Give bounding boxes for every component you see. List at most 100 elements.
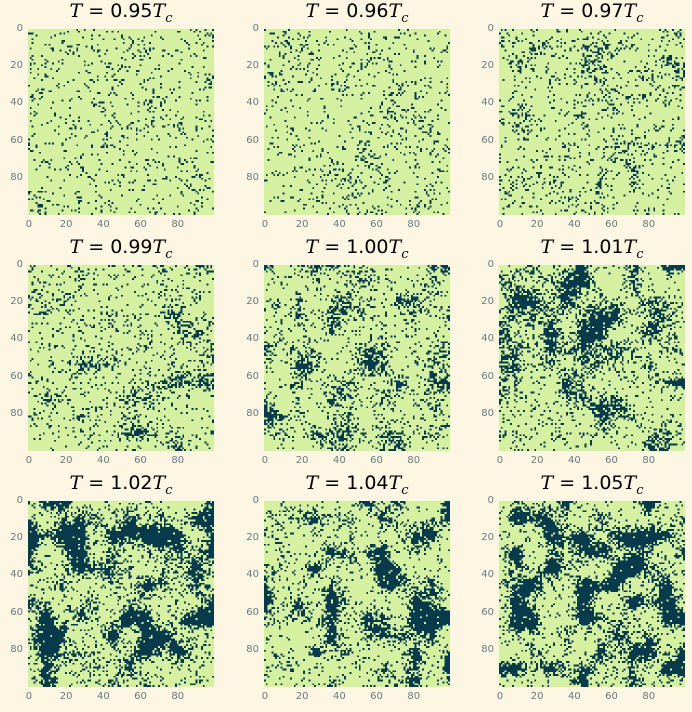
x-tick-label: 20 — [59, 219, 73, 230]
y-tick-label: 20 — [10, 296, 23, 308]
heatmap-panel-6: T = 1.01Tc 0 20 40 60 80 0 20 40 60 80 — [481, 236, 685, 466]
heatmap-panel-9: T = 1.05Tc 0 20 40 60 80 0 20 40 60 80 — [481, 472, 685, 702]
y-tick-label: 60 — [246, 370, 259, 382]
x-tick-label: 0 — [261, 455, 269, 466]
y-tick-label: 40 — [481, 97, 494, 109]
y-tick-label: 0 — [16, 22, 23, 34]
y-tick-label: 0 — [16, 494, 23, 506]
x-tick-label: 40 — [332, 219, 346, 230]
x-tick-label: 60 — [134, 455, 147, 466]
x-tick-label: 60 — [134, 691, 147, 702]
y-tick-label: 0 — [252, 494, 259, 506]
y-tick-label: 0 — [252, 258, 259, 270]
heatmap-cells — [28, 29, 214, 215]
x-tick-label: 0 — [25, 219, 33, 230]
y-tick-label: 0 — [487, 494, 494, 506]
x-tick-label: 40 — [567, 455, 581, 466]
heatmap-panel-3: T = 0.97Tc 0 20 40 60 80 0 20 40 60 80 — [481, 0, 685, 230]
y-tick-label: 20 — [246, 532, 259, 544]
x-tick-label: 0 — [25, 455, 33, 466]
x-tick-label: 60 — [134, 219, 147, 230]
x-tick-label: 40 — [96, 455, 110, 466]
y-tick-label: 20 — [481, 60, 494, 72]
x-tick-label: 0 — [261, 219, 269, 230]
x-tick-label: 60 — [605, 455, 618, 466]
heatmap-cells — [28, 265, 214, 451]
panel-title: T = 1.02Tc — [69, 472, 173, 498]
x-tick-label: 40 — [332, 455, 346, 466]
panel-title: T = 0.96Tc — [305, 0, 409, 26]
heatmap-panel-2: T = 0.96Tc 0 20 40 60 80 0 20 40 60 80 — [246, 0, 450, 230]
y-tick-label: 40 — [246, 569, 259, 581]
x-tick-label: 80 — [407, 691, 421, 702]
panel-title: T = 1.00Tc — [305, 236, 409, 262]
heatmap-cells — [264, 29, 450, 215]
y-tick-label: 60 — [481, 370, 494, 382]
x-tick-label: 40 — [567, 691, 581, 702]
heatmap-panel-5: T = 1.00Tc 0 20 40 60 80 0 20 40 60 80 — [246, 236, 450, 466]
heatmap-cells — [499, 501, 685, 687]
y-tick-label: 0 — [16, 258, 23, 270]
heatmap-panel-7: T = 1.02Tc 0 20 40 60 80 0 20 40 60 80 — [10, 472, 214, 702]
y-tick-label: 40 — [10, 333, 23, 345]
x-tick-label: 20 — [530, 455, 544, 466]
x-tick-label: 80 — [171, 455, 185, 466]
y-tick-label: 60 — [10, 606, 23, 618]
x-tick-label: 60 — [370, 219, 383, 230]
x-tick-label: 80 — [642, 219, 656, 230]
x-tick-label: 20 — [530, 691, 544, 702]
heatmap-cells — [28, 501, 214, 687]
y-tick-label: 0 — [487, 22, 494, 34]
y-tick-label: 40 — [10, 569, 23, 581]
panel-title: T = 0.99Tc — [69, 236, 173, 262]
y-tick-label: 40 — [481, 333, 494, 345]
y-tick-label: 80 — [246, 171, 259, 183]
heatmap-panel-4: T = 0.99Tc 0 20 40 60 80 0 20 40 60 80 — [10, 236, 214, 466]
x-tick-label: 20 — [295, 691, 309, 702]
x-tick-label: 20 — [59, 455, 73, 466]
y-tick-label: 40 — [481, 569, 494, 581]
x-tick-label: 0 — [25, 691, 33, 702]
panel-title: T = 1.05Tc — [540, 472, 644, 498]
heatmap-cells — [264, 501, 450, 687]
y-tick-label: 80 — [10, 643, 23, 655]
y-tick-label: 80 — [246, 643, 259, 655]
heatmap-cells — [264, 265, 450, 451]
y-tick-label: 80 — [10, 407, 23, 419]
panel-title: T = 1.04Tc — [305, 472, 409, 498]
y-tick-label: 0 — [252, 22, 259, 34]
y-tick-label: 80 — [246, 407, 259, 419]
y-tick-label: 60 — [246, 606, 259, 618]
x-tick-label: 20 — [530, 219, 544, 230]
x-tick-label: 40 — [96, 219, 110, 230]
x-tick-label: 0 — [496, 219, 504, 230]
heatmap-cells — [499, 265, 685, 451]
y-tick-label: 60 — [246, 134, 259, 146]
heatmap-panel-1: T = 0.95Tc 0 20 40 60 80 0 20 40 60 80 — [10, 0, 214, 230]
x-tick-label: 80 — [642, 455, 656, 466]
x-tick-label: 60 — [605, 219, 618, 230]
y-tick-label: 60 — [481, 134, 494, 146]
x-tick-label: 0 — [496, 455, 504, 466]
y-tick-label: 40 — [10, 97, 23, 109]
y-tick-label: 20 — [246, 296, 259, 308]
x-tick-label: 80 — [171, 219, 185, 230]
y-tick-label: 60 — [10, 134, 23, 146]
x-tick-label: 80 — [407, 455, 421, 466]
y-tick-label: 40 — [246, 97, 259, 109]
y-tick-label: 20 — [481, 296, 494, 308]
x-tick-label: 80 — [171, 691, 185, 702]
x-tick-label: 20 — [295, 455, 309, 466]
x-tick-label: 0 — [261, 691, 269, 702]
x-tick-label: 40 — [332, 691, 346, 702]
y-tick-label: 80 — [10, 171, 23, 183]
x-tick-label: 40 — [567, 219, 581, 230]
x-tick-label: 40 — [96, 691, 110, 702]
x-tick-label: 20 — [295, 219, 309, 230]
y-tick-label: 80 — [481, 171, 494, 183]
y-tick-label: 20 — [10, 532, 23, 544]
heatmap-panel-8: T = 1.04Tc 0 20 40 60 80 0 20 40 60 80 — [246, 472, 450, 702]
y-tick-label: 20 — [10, 60, 23, 72]
heatmap-cells — [499, 29, 685, 215]
